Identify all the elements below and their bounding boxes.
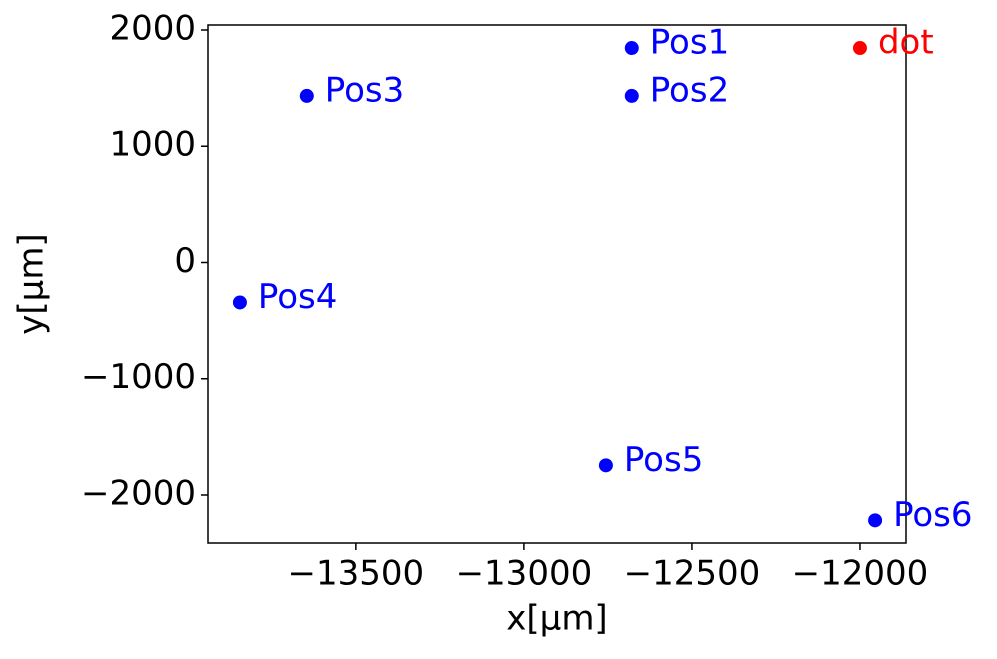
point — [299, 88, 314, 103]
point — [232, 295, 247, 310]
y-tick-label: 2000 — [109, 8, 196, 48]
point-label: Pos1 — [650, 23, 729, 63]
point — [624, 88, 639, 103]
point — [598, 458, 613, 473]
point-label: Pos5 — [624, 440, 703, 480]
x-tick-label: −13500 — [288, 554, 425, 594]
point-label: Pos6 — [893, 495, 972, 535]
y-tick-label: −2000 — [81, 473, 196, 513]
plot-frame — [207, 24, 907, 544]
point — [852, 41, 867, 56]
x-tick-label: −13000 — [456, 554, 593, 594]
y-tick-label: 1000 — [109, 125, 196, 165]
point — [624, 41, 639, 56]
point — [868, 513, 883, 528]
x-tick-label: −12500 — [624, 554, 761, 594]
x-axis-label: x[µm] — [506, 599, 607, 639]
point-label: Pos2 — [650, 70, 729, 110]
point-label: Pos4 — [258, 277, 337, 317]
point-label: Pos3 — [325, 70, 404, 110]
y-tick-label: 0 — [174, 241, 196, 281]
y-axis-label: y[µm] — [12, 233, 52, 334]
x-tick-label: −12000 — [792, 554, 929, 594]
y-tick-label: −1000 — [81, 357, 196, 397]
point-label: dot — [878, 23, 934, 63]
